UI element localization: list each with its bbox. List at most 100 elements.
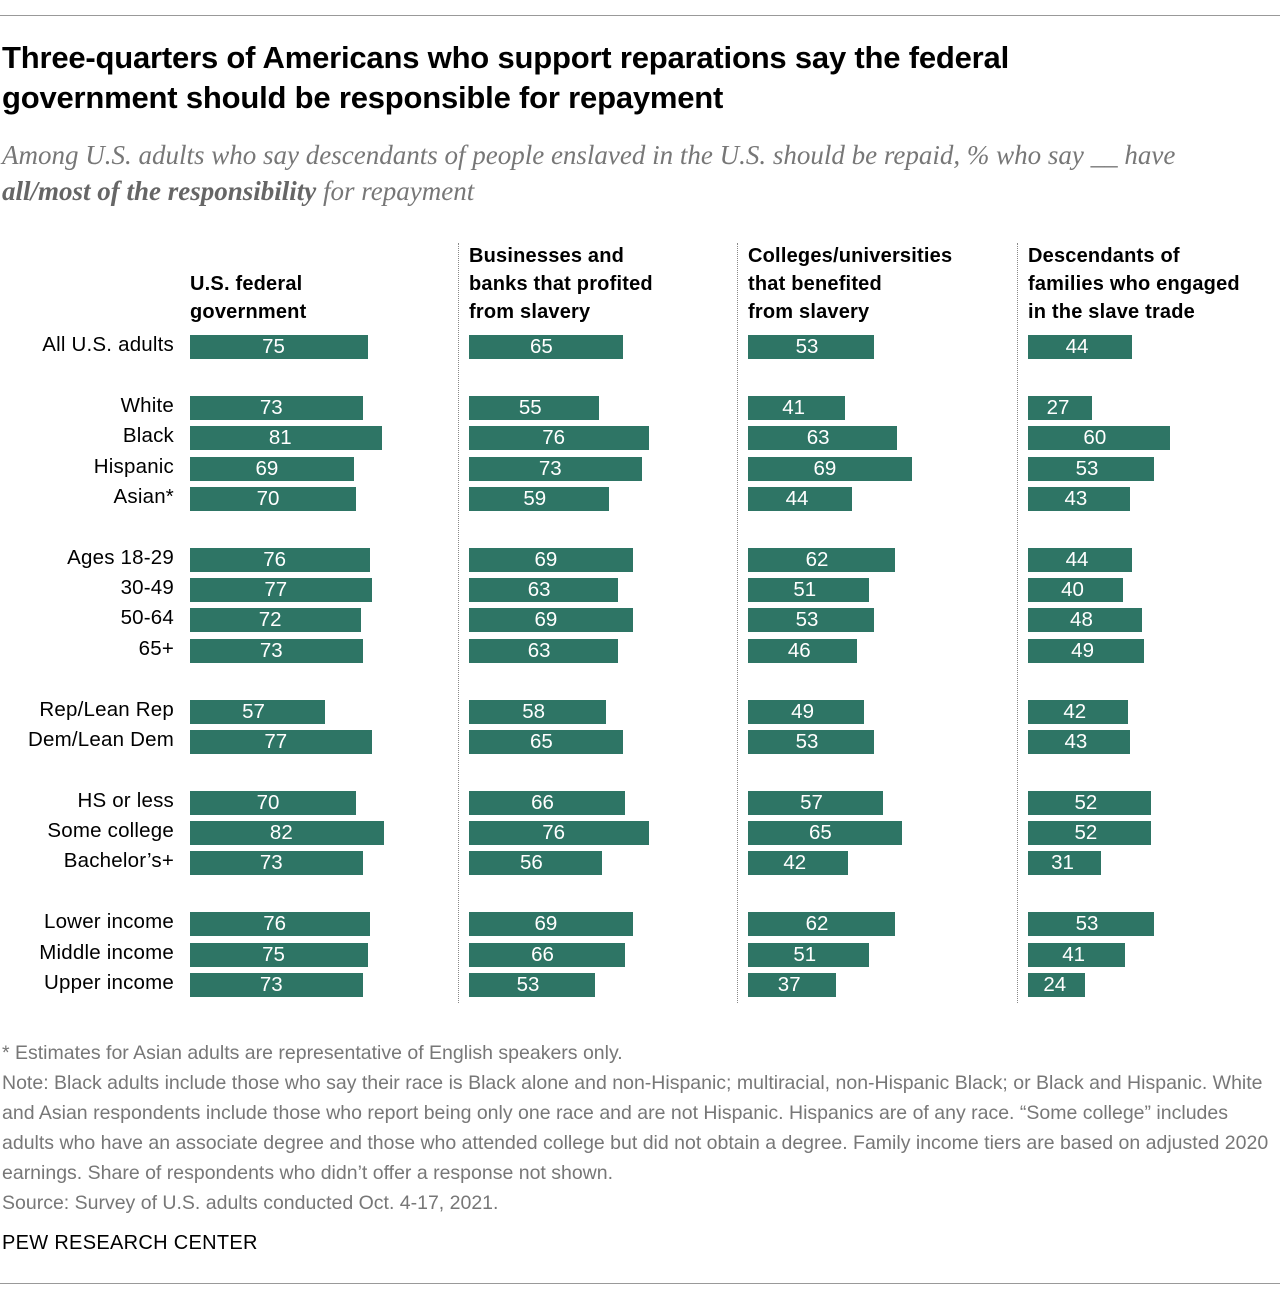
bar bbox=[469, 851, 602, 876]
value-label: 24 bbox=[1043, 972, 1067, 996]
value-label: 42 bbox=[1063, 699, 1087, 723]
category-label: Asian* bbox=[113, 484, 174, 508]
bar bbox=[469, 456, 642, 481]
note: Source: Survey of U.S. adults conducted … bbox=[2, 1192, 499, 1214]
bar bbox=[748, 547, 895, 572]
bar bbox=[1028, 608, 1142, 633]
value-label: 40 bbox=[1061, 578, 1084, 601]
note: * Estimates for Asian adults are represe… bbox=[2, 1042, 623, 1064]
value-label: 66 bbox=[531, 942, 554, 966]
bar bbox=[748, 395, 846, 420]
value-label: 52 bbox=[1074, 821, 1098, 844]
value-label: 82 bbox=[269, 821, 293, 844]
panel-separator bbox=[737, 243, 738, 1003]
bar bbox=[748, 912, 895, 937]
value-label: 56 bbox=[519, 851, 543, 875]
bar bbox=[469, 608, 633, 633]
notes: * Estimates for Asian adults are represe… bbox=[2, 1038, 1280, 1218]
value-label: 73 bbox=[259, 972, 283, 996]
value-label: 49 bbox=[1071, 638, 1094, 662]
value-label: 53 bbox=[795, 608, 819, 632]
category-label: Lower income bbox=[43, 910, 174, 934]
subtitle-emphasis: all/most of the responsibility bbox=[2, 176, 317, 206]
bar bbox=[1028, 790, 1152, 815]
bar bbox=[190, 729, 373, 754]
value-label: 69 bbox=[813, 456, 837, 480]
bar bbox=[469, 578, 619, 602]
category-label: Hispanic bbox=[93, 454, 174, 478]
value-label: 76 bbox=[542, 426, 566, 450]
note: Note: Black adults include those who say… bbox=[2, 1072, 1269, 1184]
bar bbox=[748, 335, 874, 359]
panel-separator bbox=[1017, 243, 1018, 1003]
panel-header: Descendants of families who engaged in t… bbox=[1028, 245, 1240, 323]
bar bbox=[469, 638, 619, 663]
bar bbox=[748, 456, 912, 481]
bar bbox=[1028, 426, 1171, 451]
bar bbox=[190, 486, 356, 511]
bar bbox=[748, 729, 874, 754]
panel-header: Colleges/universities that benefited fro… bbox=[748, 245, 953, 323]
source-label: PEW RESEARCH CENTER bbox=[2, 1232, 258, 1254]
bar bbox=[190, 638, 363, 663]
bar bbox=[190, 942, 368, 967]
value-label: 58 bbox=[522, 699, 545, 723]
category-label: HS or less bbox=[77, 788, 174, 812]
bar bbox=[1028, 699, 1128, 724]
bar bbox=[748, 608, 874, 633]
panel-header: Businesses and banks that profited from … bbox=[469, 245, 653, 323]
bar bbox=[748, 821, 903, 845]
category-label: 30-49 bbox=[120, 576, 174, 599]
value-label: 65 bbox=[529, 729, 553, 753]
value-label: 57 bbox=[800, 790, 823, 814]
bar bbox=[469, 790, 626, 815]
category-label: Black bbox=[122, 424, 174, 448]
value-label: 63 bbox=[806, 426, 830, 450]
value-label: 59 bbox=[523, 486, 547, 510]
bar bbox=[1028, 851, 1102, 876]
value-label: 62 bbox=[805, 547, 829, 571]
value-label: 65 bbox=[808, 821, 832, 844]
panel-header: U.S. federal government bbox=[190, 273, 307, 323]
value-label: 70 bbox=[256, 486, 280, 510]
bar bbox=[190, 912, 371, 937]
bar bbox=[190, 395, 363, 420]
bar bbox=[1028, 335, 1133, 359]
category-label: Dem/Lean Dem bbox=[28, 727, 174, 751]
value-label: 52 bbox=[1074, 790, 1098, 814]
bar bbox=[1028, 729, 1130, 754]
value-label: 41 bbox=[782, 395, 806, 419]
bar bbox=[469, 942, 626, 967]
bar bbox=[748, 699, 865, 724]
value-label: 63 bbox=[527, 638, 551, 662]
value-label: 75 bbox=[262, 335, 285, 358]
category-label: White bbox=[120, 393, 174, 417]
bar bbox=[469, 335, 624, 359]
bar bbox=[748, 942, 869, 967]
value-label: 53 bbox=[795, 335, 819, 358]
value-label: 73 bbox=[259, 851, 283, 875]
bar bbox=[190, 578, 373, 602]
bar bbox=[469, 395, 600, 420]
rule bbox=[0, 15, 1280, 16]
value-label: 76 bbox=[263, 547, 287, 571]
bar bbox=[469, 426, 650, 451]
bar bbox=[469, 486, 609, 511]
value-label: 49 bbox=[791, 699, 814, 723]
value-label: 55 bbox=[518, 395, 542, 419]
bar bbox=[469, 821, 650, 845]
bar bbox=[190, 456, 354, 481]
value-label: 53 bbox=[1075, 912, 1099, 936]
value-label: 73 bbox=[538, 456, 562, 480]
category-label: Ages 18-29 bbox=[67, 545, 174, 569]
bar bbox=[748, 578, 869, 602]
value-label: 53 bbox=[1075, 456, 1099, 480]
bar bbox=[1028, 395, 1092, 420]
value-label: 44 bbox=[1065, 335, 1089, 358]
value-label: 65 bbox=[529, 335, 553, 358]
value-label: 53 bbox=[795, 729, 819, 753]
bar bbox=[190, 851, 363, 876]
bar bbox=[469, 912, 633, 937]
bar bbox=[190, 608, 361, 633]
